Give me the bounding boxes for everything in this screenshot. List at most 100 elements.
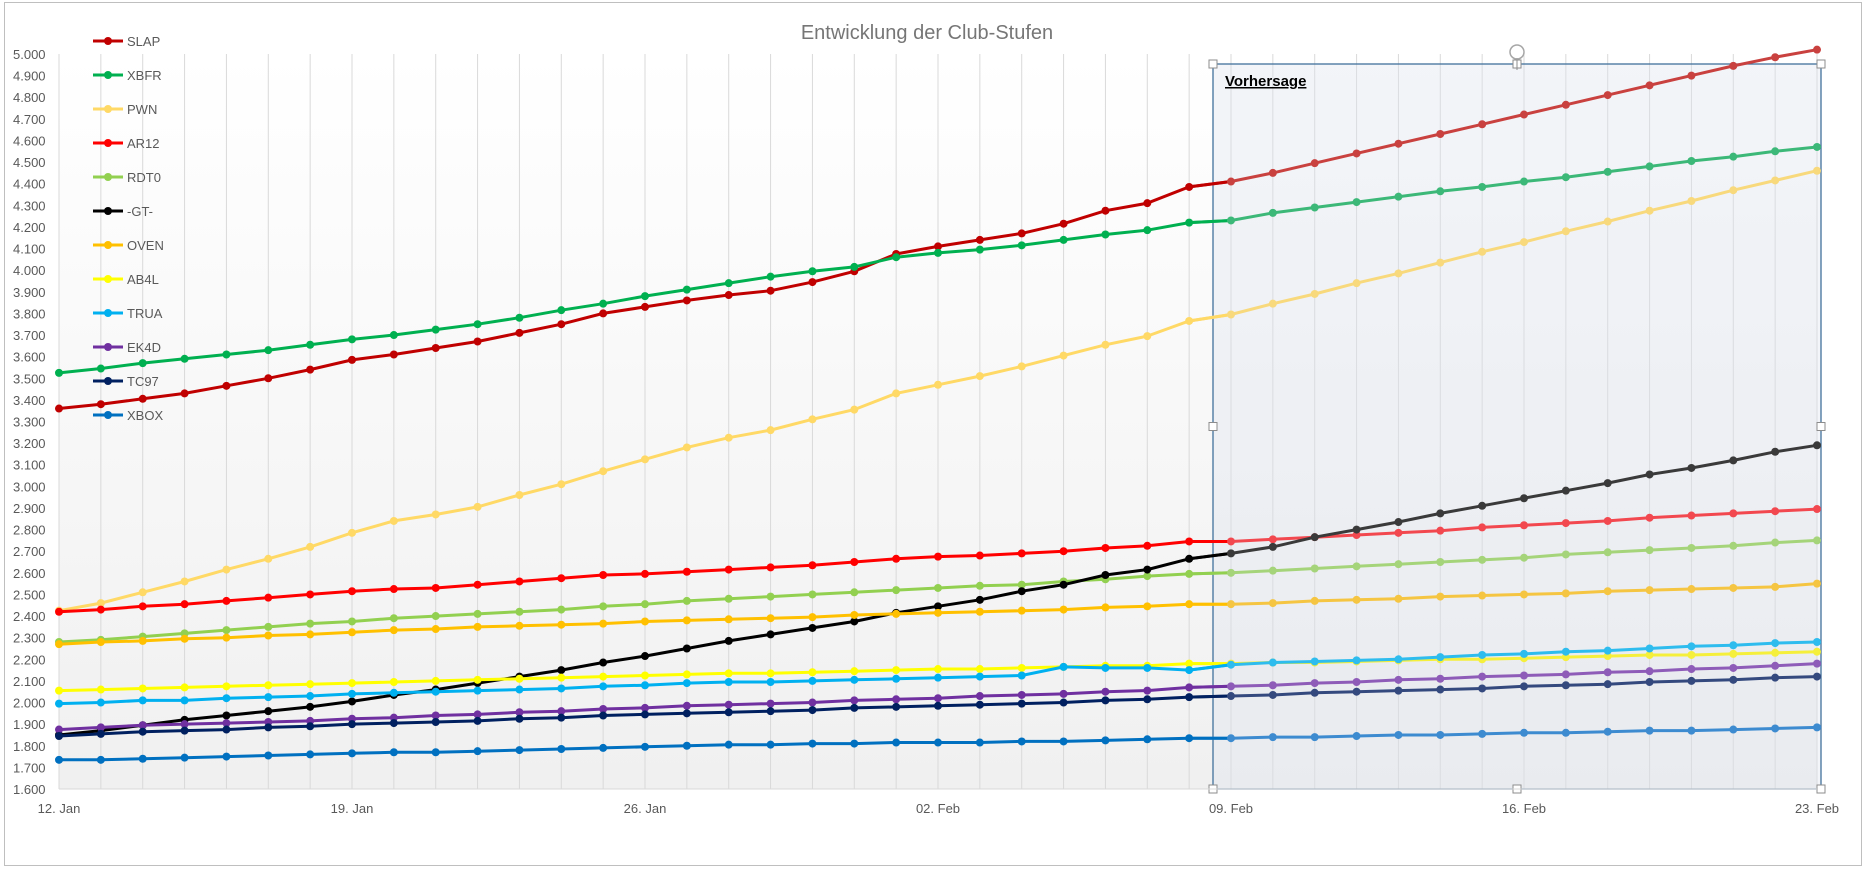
legend-swatch-marker (104, 309, 112, 317)
data-point (1561, 670, 1570, 679)
data-point (682, 443, 691, 452)
data-point (1185, 666, 1194, 675)
data-point (1561, 589, 1570, 598)
data-point (850, 667, 859, 676)
data-point (1520, 238, 1528, 247)
data-point (1813, 536, 1821, 545)
legend-swatch-marker (104, 411, 112, 419)
data-point (1268, 681, 1277, 690)
y-tick-label: 2.100 (13, 674, 46, 689)
data-point (808, 278, 817, 287)
data-point (1268, 299, 1277, 308)
data-point (1310, 688, 1319, 697)
y-tick-label: 4.900 (13, 69, 46, 84)
data-point (1729, 663, 1738, 672)
data-point (1771, 447, 1780, 456)
resize-handle[interactable] (1816, 422, 1826, 431)
data-point (348, 689, 356, 698)
data-point (1520, 177, 1528, 186)
data-point (1520, 728, 1528, 737)
y-tick-label: 2.400 (13, 609, 46, 624)
data-point (180, 720, 189, 729)
data-point (641, 703, 649, 712)
data-point (557, 480, 566, 489)
data-point (1561, 173, 1570, 182)
data-point (138, 727, 147, 736)
y-tick-label: 4.100 (13, 242, 46, 257)
data-point (222, 752, 231, 761)
data-point (724, 677, 733, 686)
data-point (1143, 199, 1152, 208)
data-point (138, 394, 147, 403)
data-point (1185, 182, 1194, 191)
legend-label: TC97 (127, 374, 159, 389)
data-point (766, 592, 775, 601)
legend-item: XBOX (93, 408, 163, 423)
data-point (180, 600, 189, 609)
data-point (1687, 197, 1696, 205)
data-point (975, 672, 984, 681)
y-tick-label: 3.600 (13, 350, 46, 365)
resize-handle[interactable] (1816, 784, 1826, 794)
data-point (1520, 671, 1528, 680)
data-point (1645, 726, 1654, 735)
data-point (431, 676, 440, 685)
resize-handle[interactable] (1816, 59, 1826, 69)
vertical-gridlines (58, 54, 1818, 789)
data-point (724, 740, 733, 749)
data-point (96, 729, 105, 738)
y-tick-label: 3.700 (13, 328, 46, 343)
data-point (138, 636, 147, 645)
data-point (431, 612, 440, 621)
data-point (264, 631, 273, 640)
data-point (766, 669, 775, 678)
data-point (264, 707, 273, 716)
resize-handle[interactable] (1208, 59, 1218, 69)
data-point (306, 590, 315, 599)
data-point (724, 708, 733, 717)
data-point (222, 694, 231, 703)
data-point (431, 717, 440, 726)
data-point (850, 617, 859, 626)
data-point (1561, 681, 1570, 690)
y-tick-label: 2.000 (13, 696, 46, 711)
resize-handle[interactable] (1208, 422, 1218, 431)
data-point (1478, 591, 1487, 600)
data-point (1729, 541, 1738, 550)
data-point (389, 350, 398, 359)
data-point (1729, 61, 1738, 70)
legend-label: AB4L (127, 272, 159, 287)
data-point (1394, 518, 1403, 527)
data-point (1394, 139, 1403, 148)
data-point (306, 365, 315, 374)
data-point (1227, 549, 1235, 558)
data-point (599, 743, 608, 752)
data-point (473, 337, 482, 346)
y-tick-label: 4.700 (13, 112, 46, 127)
chart-area[interactable]: Entwicklung der Club-Stufen Vorhersage 1… (4, 2, 1862, 866)
data-point (515, 328, 524, 337)
data-point (1645, 677, 1654, 686)
data-point (1561, 728, 1570, 737)
data-point (1520, 649, 1528, 658)
series-ek4d (55, 659, 1821, 734)
data-point (682, 741, 691, 750)
data-point (1729, 186, 1738, 195)
data-point (1771, 176, 1780, 185)
data-point (1185, 554, 1194, 563)
data-point (1729, 456, 1738, 465)
data-point (641, 671, 649, 680)
data-point (850, 739, 859, 748)
y-tick-label: 3.900 (13, 285, 46, 300)
data-point (1017, 362, 1026, 371)
y-tick-label: 1.600 (13, 782, 46, 797)
data-point (264, 554, 273, 563)
rotate-handle-icon[interactable] (1509, 44, 1525, 60)
data-point (1645, 470, 1654, 479)
series-line-forecast (1188, 48, 1818, 189)
data-point (1813, 723, 1821, 732)
data-point (1813, 505, 1821, 514)
data-point (1729, 649, 1738, 658)
data-point (515, 577, 524, 586)
data-point (55, 607, 63, 616)
